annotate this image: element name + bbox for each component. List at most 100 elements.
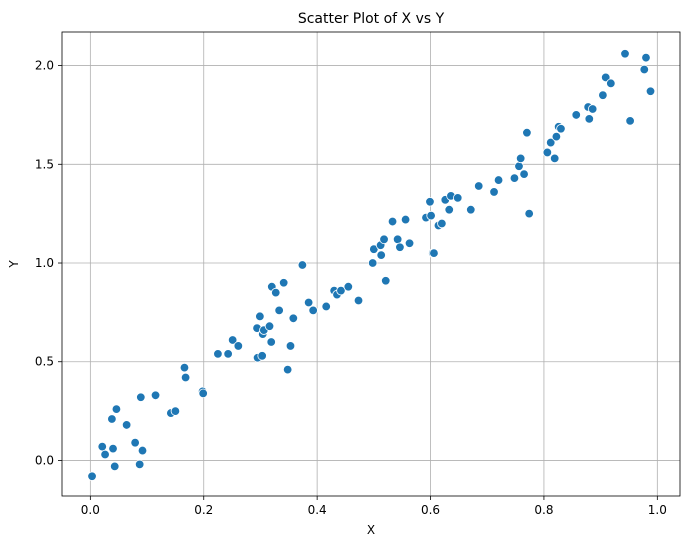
- data-point: [645, 86, 656, 96]
- data-point: [278, 278, 289, 288]
- y-tick-label: 0.0: [35, 453, 54, 467]
- data-point: [571, 110, 581, 120]
- data-point: [137, 445, 148, 456]
- data-point: [546, 137, 556, 148]
- data-point: [522, 127, 532, 138]
- data-point: [620, 49, 630, 59]
- data-point: [381, 276, 391, 286]
- data-point: [549, 153, 560, 164]
- data-point: [514, 161, 524, 171]
- data-point: [395, 242, 405, 252]
- data-point: [100, 449, 110, 460]
- axes-frame: [61, 31, 681, 497]
- data-point: [641, 52, 651, 63]
- data-point: [227, 335, 238, 345]
- data-point: [368, 258, 378, 268]
- data-point: [308, 305, 318, 316]
- data-point: [264, 321, 275, 331]
- data-point: [285, 341, 296, 351]
- data-point: [223, 349, 233, 359]
- data-point: [598, 90, 608, 100]
- data-point: [107, 414, 117, 424]
- y-axis-label: Y: [7, 260, 21, 269]
- data-point: [587, 104, 598, 114]
- data-point: [282, 364, 293, 375]
- data-point: [453, 193, 463, 203]
- data-point: [180, 372, 191, 383]
- data-point: [556, 124, 566, 134]
- x-tick-label: 0.0: [81, 503, 100, 517]
- data-point: [489, 187, 499, 197]
- x-tick-label: 0.4: [308, 503, 327, 517]
- data-point: [515, 153, 526, 164]
- data-point: [134, 459, 145, 470]
- data-point: [400, 214, 411, 225]
- data-point: [625, 116, 635, 126]
- x-tick-label: 0.6: [421, 503, 440, 517]
- data-point: [437, 218, 447, 229]
- data-point: [255, 311, 265, 322]
- y-tick-label: 1.5: [35, 157, 54, 171]
- data-point: [150, 390, 161, 401]
- data-point: [179, 362, 190, 373]
- x-axis-ticks: 0.0 0.2 0.4 0.6 0.8 1.0: [81, 496, 667, 517]
- data-point: [542, 147, 553, 158]
- y-tick-label: 0.5: [35, 355, 54, 369]
- data-point: [429, 248, 439, 258]
- x-tick-label: 0.2: [194, 503, 213, 517]
- data-point: [425, 197, 435, 207]
- x-tick-label: 1.0: [648, 503, 667, 517]
- x-tick-label: 0.8: [534, 503, 553, 517]
- data-point: [524, 208, 534, 219]
- data-points: [87, 49, 656, 481]
- data-point: [233, 341, 244, 351]
- data-point: [509, 173, 520, 183]
- data-point: [387, 216, 398, 227]
- data-point: [519, 169, 529, 179]
- y-tick-label: 2.0: [35, 59, 54, 73]
- data-point: [336, 285, 346, 296]
- data-point: [474, 181, 484, 191]
- data-point: [198, 388, 208, 399]
- data-point: [271, 287, 281, 298]
- data-point: [274, 305, 284, 316]
- data-point: [353, 295, 364, 306]
- data-point: [97, 441, 107, 452]
- data-point: [130, 437, 140, 448]
- data-point: [606, 78, 616, 89]
- data-point: [170, 406, 181, 416]
- data-point: [601, 72, 611, 83]
- data-point: [392, 234, 403, 245]
- data-point: [551, 131, 562, 142]
- data-point: [379, 234, 389, 245]
- data-point: [213, 349, 223, 359]
- data-point: [108, 443, 118, 454]
- data-point: [257, 351, 267, 361]
- data-point: [297, 260, 308, 270]
- data-point: [376, 250, 386, 260]
- data-point: [303, 297, 314, 308]
- data-point: [87, 471, 97, 481]
- data-point: [266, 337, 276, 347]
- data-point: [343, 282, 354, 292]
- data-point: [426, 210, 436, 221]
- x-axis-label: X: [367, 523, 375, 537]
- data-point: [404, 238, 415, 248]
- data-point: [639, 64, 649, 75]
- data-point: [110, 461, 120, 472]
- data-point: [444, 205, 454, 215]
- plot-border: [61, 31, 681, 497]
- data-point: [321, 301, 331, 312]
- data-point: [136, 392, 146, 402]
- data-point: [121, 420, 132, 430]
- data-point: [111, 404, 122, 414]
- data-point: [584, 114, 594, 124]
- data-point: [493, 175, 504, 185]
- chart-title: Scatter Plot of X vs Y: [298, 11, 445, 27]
- y-tick-label: 1.0: [35, 256, 54, 270]
- data-point: [288, 313, 299, 323]
- data-point: [466, 205, 476, 215]
- y-axis-ticks: 0.0 0.5 1.0 1.5 2.0: [35, 59, 62, 467]
